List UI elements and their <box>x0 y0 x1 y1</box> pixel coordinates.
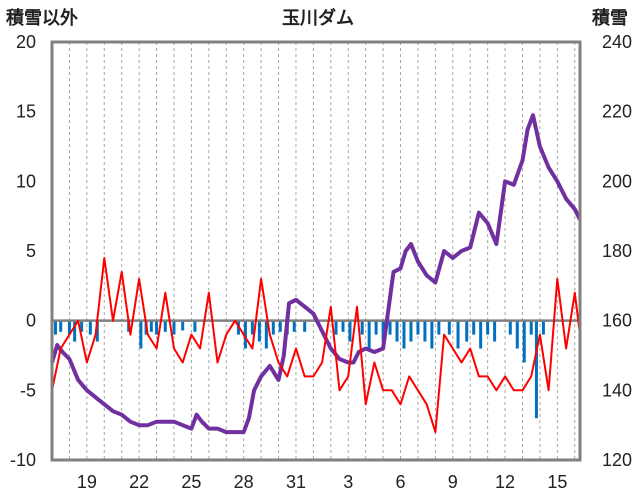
precip-bar <box>430 320 434 349</box>
precip-bar <box>250 320 254 335</box>
chart-title: 玉川ダム <box>282 7 354 28</box>
precip-bar <box>53 320 57 335</box>
precip-bar <box>139 320 143 349</box>
precip-bar <box>163 320 167 332</box>
y-right-tick-label: 200 <box>602 171 632 191</box>
plot-frame <box>50 40 582 462</box>
precip-bar <box>341 320 345 332</box>
y-left-tick-label: -10 <box>10 450 36 470</box>
x-tick-label: 31 <box>286 472 306 492</box>
precip-bar <box>88 320 92 335</box>
precip-bar <box>437 320 441 335</box>
precipitation-bars <box>53 320 545 419</box>
x-tick-label: 9 <box>448 472 458 492</box>
precip-bar <box>149 320 153 332</box>
precip-bar <box>486 320 490 335</box>
x-tick-label: 12 <box>495 472 515 492</box>
precip-bar <box>303 320 307 332</box>
precip-bar <box>529 320 533 335</box>
y-right-tick-label: 160 <box>602 311 632 331</box>
y-left-tick-label: -5 <box>20 380 36 400</box>
precip-bar <box>493 320 497 342</box>
grid <box>68 42 576 460</box>
right-axis-title: 積雪 <box>591 7 628 28</box>
precip-bar <box>447 320 451 335</box>
y-left-tick-label: 5 <box>26 241 36 261</box>
x-tick-label: 28 <box>234 472 254 492</box>
precip-bar <box>409 320 413 342</box>
y-right-tick-label: 120 <box>602 450 632 470</box>
precip-bar <box>522 320 526 363</box>
precip-bar <box>472 320 476 335</box>
precip-bar <box>278 320 282 332</box>
precip-bar <box>423 320 427 342</box>
x-axis-ticks: 19 22 25 28 31 3 6 9 12 15 <box>77 472 568 492</box>
precip-bar <box>367 320 371 349</box>
left-axis-ticks: 20 15 10 5 0 -5 -10 <box>10 32 36 470</box>
precip-bar <box>388 320 392 335</box>
precip-bar <box>73 320 77 342</box>
x-tick-label: 3 <box>343 472 353 492</box>
y-right-tick-label: 140 <box>602 380 632 400</box>
precip-bar <box>348 320 352 342</box>
y-right-tick-label: 240 <box>602 32 632 52</box>
y-left-tick-label: 0 <box>26 311 36 331</box>
precip-bar <box>515 320 519 349</box>
precip-bar <box>193 320 197 332</box>
precip-bar <box>271 320 275 335</box>
precip-bar <box>479 320 483 349</box>
x-tick-label: 15 <box>547 472 567 492</box>
precip-bar <box>534 320 538 419</box>
precip-bar <box>541 320 545 335</box>
precip-bar <box>465 320 469 342</box>
precip-bar <box>257 320 261 342</box>
precip-bar <box>508 320 512 335</box>
x-tick-label: 22 <box>129 472 149 492</box>
precip-bar <box>155 320 159 335</box>
y-right-tick-label: 180 <box>602 241 632 261</box>
precip-bar <box>264 320 268 349</box>
x-tick-label: 6 <box>396 472 406 492</box>
precip-bar <box>416 320 420 335</box>
y-left-tick-label: 15 <box>16 102 36 122</box>
precip-bar <box>374 320 378 335</box>
precip-bar <box>181 320 185 331</box>
temperature-line <box>51 257 581 434</box>
snow-depth-line <box>50 113 582 435</box>
series-lines <box>50 113 582 435</box>
precip-bar <box>80 320 84 332</box>
precip-bar <box>381 320 385 342</box>
precip-bar <box>243 320 247 349</box>
right-axis-ticks: 240 220 200 180 160 140 120 <box>602 32 632 470</box>
precip-bar <box>292 320 296 332</box>
left-axis-title: 積雪以外 <box>5 7 78 28</box>
precip-bar <box>360 320 364 335</box>
precip-bar <box>172 320 176 335</box>
precip-bar <box>95 320 99 342</box>
precip-bar <box>67 320 71 335</box>
precip-bar <box>334 320 338 335</box>
y-right-tick-label: 220 <box>602 102 632 122</box>
precip-bar <box>456 320 460 349</box>
precip-bar <box>395 320 399 342</box>
precip-bar <box>59 320 63 332</box>
y-left-tick-label: 20 <box>16 32 36 52</box>
precip-bar <box>402 320 406 349</box>
y-left-tick-label: 10 <box>16 171 36 191</box>
x-tick-label: 25 <box>181 472 201 492</box>
x-tick-label: 19 <box>77 472 97 492</box>
